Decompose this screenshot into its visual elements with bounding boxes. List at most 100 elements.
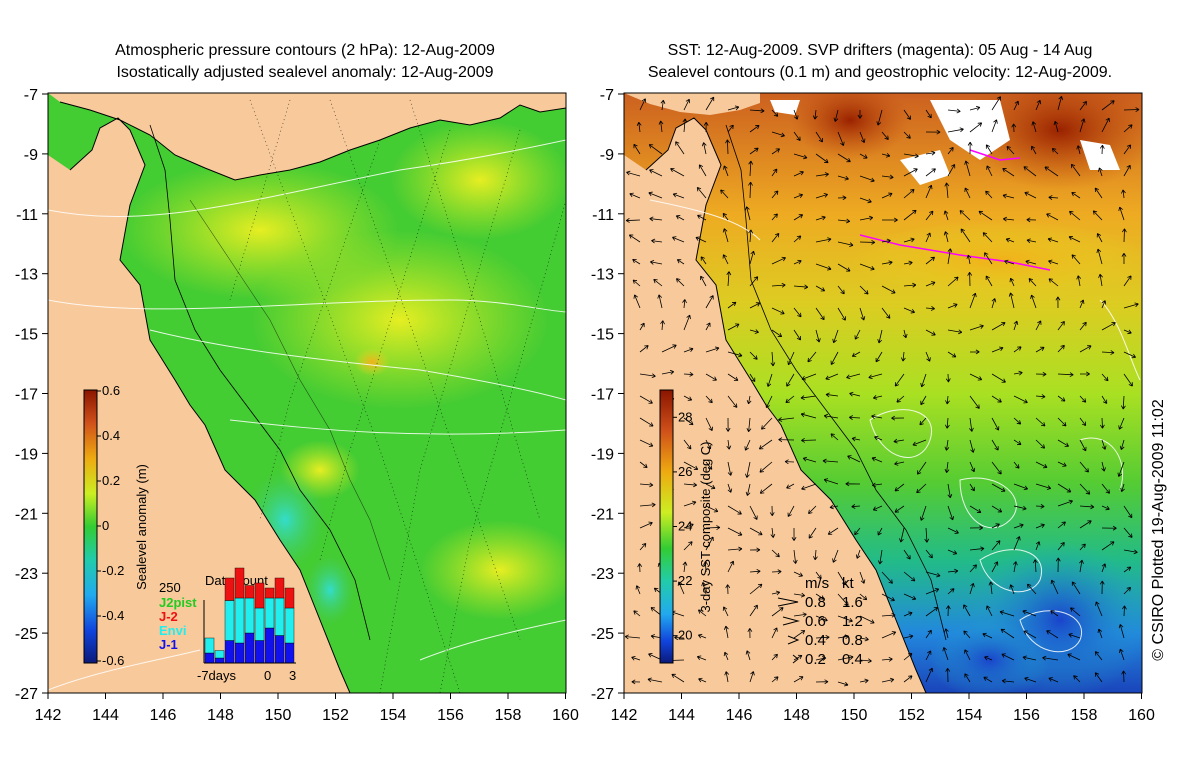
sla-high-blob [390,120,566,240]
velocity-arrow [1026,217,1037,223]
velocity-arrow [837,593,849,606]
data-count-xlabel-start: -7days [197,668,237,683]
velocity-arrow [859,593,868,601]
velocity-arrow [639,542,647,551]
velocity-arrow [854,329,861,340]
velocity-arrow [872,482,883,488]
velocity-arrow [881,131,889,140]
velocity-arrow [986,165,993,177]
velocity-arrow [745,206,751,221]
velocity-arrow [944,628,949,639]
lon-tick-label: 148 [783,707,810,724]
velocity-arrow [1050,610,1059,617]
velocity-arrow [771,329,783,338]
velocity-arrow [830,351,839,365]
velocity-arrow [771,676,779,683]
velocity-arrow [1013,505,1027,511]
velocity-arrow [1071,192,1081,199]
velocity-arrow [670,167,685,177]
velocity-arrow [1012,561,1018,573]
velocity-arrow [727,395,738,408]
velocity-arrow [727,461,733,476]
velocity-arrow [825,373,839,381]
lon-tick-label: 152 [898,707,925,724]
velocity-arrow [1071,254,1081,265]
velocity-arrow [771,549,780,558]
lon-tick-label: 156 [1013,707,1040,724]
lat-tick-label: -9 [600,147,614,164]
velocity-arrow [877,549,883,565]
velocity-arrow [991,505,1003,513]
velocity-arrow [1013,439,1022,445]
velocity-arrow [963,604,971,617]
velocity-arrow [894,461,905,466]
velocity-arrow [969,461,976,473]
velocity-arrow [1118,417,1125,430]
velocity-arrow [903,189,915,199]
velocity-arrow [792,549,798,564]
velocity-arrow [1079,371,1090,377]
right-map [624,93,1142,693]
velocity-arrow [801,373,817,381]
velocity-arrow [947,108,961,114]
velocity-arrow [705,525,721,530]
velocity-arrow [991,96,1001,111]
velocity-legend-kt: 1.6 [842,594,863,611]
velocity-arrow [695,236,707,243]
velocity-arrow [631,679,641,685]
velocity-arrow [903,131,911,139]
velocity-arrow [793,109,799,120]
velocity-arrow [823,413,839,419]
data-count-bar-j-2 [234,567,245,599]
velocity-arrow [1013,100,1020,111]
velocity-arrow [1023,630,1037,639]
velocity-arrow [705,395,713,404]
velocity-arrow [991,523,1000,529]
velocity-arrow [625,218,641,223]
velocity-arrow [725,584,731,595]
velocity-arrow [748,160,754,177]
velocity-arrow [985,190,993,199]
velocity-arrow [749,250,756,265]
velocity-arrow [650,260,663,265]
velocity-arrow [903,209,917,221]
sst-cool-blob [930,620,1050,693]
velocity-arrow [925,210,934,221]
velocity-arrow [726,271,732,287]
velocity-arrow [749,302,761,309]
velocity-arrow [771,109,779,117]
velocity-arrow [893,438,905,444]
velocity-arrow [1118,624,1125,639]
velocity-arrow [903,549,911,560]
velocity-arrow [967,271,973,287]
velocity-arrow [1099,417,1105,429]
lat-tick-label: -27 [15,686,38,703]
velocity-arrow [859,153,868,159]
velocity-arrow [815,656,827,661]
velocity-arrow [847,455,861,463]
velocity-arrow [758,439,773,450]
velocity-arrow [1026,238,1037,244]
velocity-arrow [859,678,869,684]
velocity-arrow [771,590,781,596]
data-count-bar-j-2 [284,587,295,609]
velocity-arrow [1046,630,1059,639]
velocity-arrow [1069,210,1081,221]
data-count-bar-j-2 [224,577,235,601]
colorbar-tick-label: -0.4 [102,608,124,623]
data-count-bar-j-1 [274,635,285,664]
velocity-arrow [791,527,797,541]
velocity-arrow [698,609,707,617]
velocity-arrow [675,141,685,155]
velocity-arrow [984,655,993,661]
velocity-arrow [1057,499,1073,507]
velocity-arrow [802,456,817,463]
velocity-arrow [947,505,955,521]
velocity-arrow [881,217,898,223]
velocity-arrow [947,351,957,358]
velocity-arrow [1123,107,1140,113]
velocity-arrow [698,164,707,177]
velocity-arrow [960,228,971,243]
data-count-bar-envi [234,597,245,644]
velocity-arrow [1079,439,1087,452]
